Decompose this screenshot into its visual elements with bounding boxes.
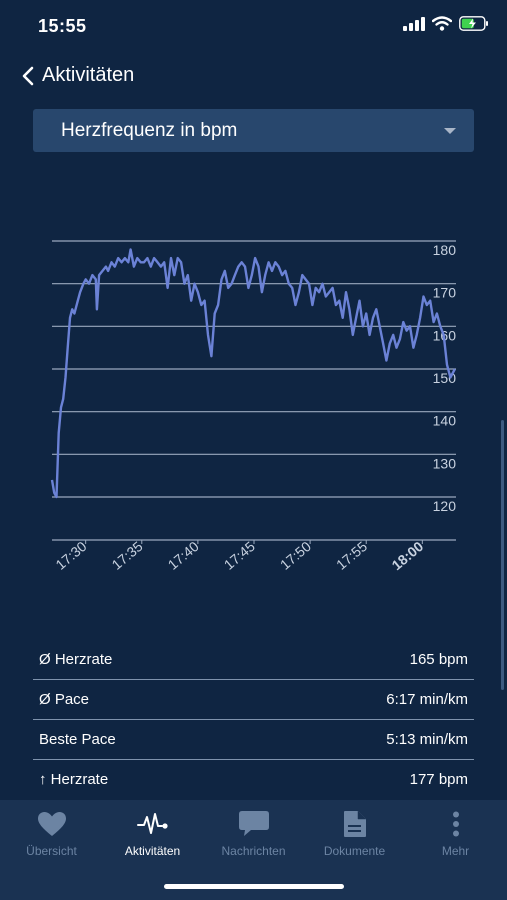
stat-row: Ø Pace 6:17 min/km [33,680,474,720]
cellular-signal-icon [403,16,425,31]
x-tick-label: 17:50 [277,538,314,573]
x-tick-label: 17:40 [165,538,202,573]
y-tick-label: 120 [433,498,457,514]
scrollbar[interactable] [501,420,504,690]
back-button[interactable]: Aktivitäten [22,64,134,87]
tab-label: Dokumente [323,844,386,858]
stat-row: Ø Herzrate 165 bpm [33,640,474,680]
tab-label: Übersicht [26,844,77,858]
stat-value: 165 bpm [409,651,468,668]
metric-dropdown-value: Herzfrequenz in bpm [61,120,238,141]
chevron-left-icon [22,66,34,85]
status-bar: 15:55 [0,0,507,50]
stat-label: ↑ Herzrate [39,771,109,788]
more-vertical-icon [452,811,459,837]
back-label: Aktivitäten [42,64,135,86]
stat-value: 6:17 min/km [386,691,468,708]
x-tick-label: 17:45 [221,538,258,573]
stat-value: 5:13 min/km [386,731,468,748]
stat-label: Ø Pace [39,691,90,708]
stat-label: Beste Pace [39,731,116,748]
x-tick-label: 17:30 [52,538,89,573]
stat-row: ↑ Herzrate 177 bpm [33,760,474,799]
y-tick-label: 130 [433,455,457,471]
x-tick-label: 17:55 [333,538,370,573]
stat-label: Ø Herzrate [39,651,113,668]
metric-dropdown[interactable]: Herzfrequenz in bpm [33,109,474,152]
tab-documents[interactable]: Dokumente [304,808,405,858]
stats-list: Ø Herzrate 165 bpm Ø Pace 6:17 min/km Be… [33,640,474,799]
tab-messages[interactable]: Nachrichten [203,808,304,858]
tab-overview[interactable]: Übersicht [1,808,102,858]
y-tick-label: 170 [433,285,457,301]
tab-bar: Übersicht Aktivitäten Nachrichten D [0,800,507,900]
stat-row: Beste Pace 5:13 min/km [33,720,474,760]
tab-label: Mehr [441,844,470,858]
x-tick-label: 17:35 [109,538,146,573]
y-tick-label: 180 [433,242,457,258]
y-tick-label: 140 [433,413,457,429]
tab-label: Nachrichten [221,844,286,858]
heart-icon [37,812,66,836]
wifi-icon [432,16,452,31]
x-tick-label: 18:00 [389,538,427,573]
pulse-icon [136,813,168,834]
tab-more[interactable]: Mehr [405,808,506,858]
battery-charging-icon [459,16,488,31]
stat-value: 177 bpm [409,771,468,788]
status-icons [403,16,489,31]
document-icon [343,811,366,837]
status-time: 15:55 [38,16,87,36]
home-indicator [164,884,344,889]
chat-bubble-icon [238,811,269,836]
tab-activities[interactable]: Aktivitäten [102,808,203,858]
chevron-down-icon [444,128,456,134]
heart-rate-line [50,248,456,499]
tab-label: Aktivitäten [124,844,181,858]
